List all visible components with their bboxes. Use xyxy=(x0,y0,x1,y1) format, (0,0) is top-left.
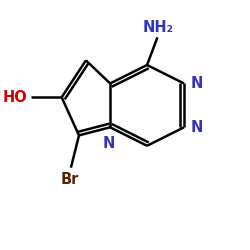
Text: NH₂: NH₂ xyxy=(143,20,174,35)
Text: Br: Br xyxy=(60,172,79,187)
Text: N: N xyxy=(103,136,115,151)
Text: HO: HO xyxy=(2,90,27,105)
Text: N: N xyxy=(191,120,203,135)
Text: N: N xyxy=(191,76,203,91)
